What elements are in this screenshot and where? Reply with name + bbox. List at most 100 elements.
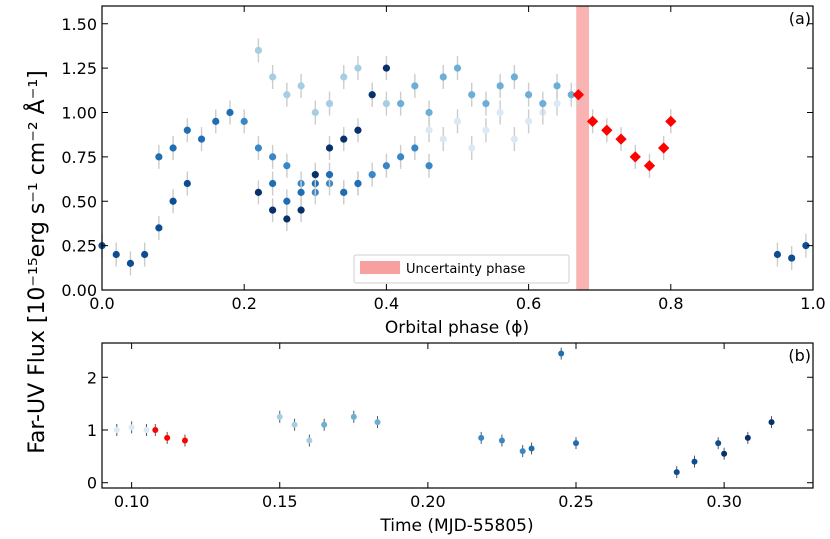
data-point [528, 445, 535, 452]
data-point [773, 250, 782, 259]
y-tick-label: 1 [87, 421, 97, 440]
data-point [374, 419, 381, 426]
data-point [113, 427, 120, 433]
data-point [478, 434, 485, 441]
data-point [643, 160, 656, 172]
data-point [573, 440, 579, 447]
data-point [197, 135, 206, 143]
data-point [382, 162, 390, 170]
data-point [519, 448, 526, 455]
y-tick-label: 1.50 [61, 15, 97, 34]
data-point [143, 427, 150, 433]
x-tick-label: 0.2 [231, 294, 256, 313]
data-point [350, 413, 357, 420]
y-tick-label: 1.25 [61, 59, 97, 78]
data-point [425, 108, 433, 117]
y-tick-label: 0.75 [61, 148, 97, 167]
data-point [354, 126, 362, 134]
data-point [164, 434, 171, 441]
data-point [183, 126, 191, 134]
data-point [354, 64, 362, 72]
data-point [496, 108, 504, 117]
data-point [368, 91, 376, 99]
data-point [325, 171, 334, 179]
panel-a-xlabel: Orbital phase (ϕ) [385, 318, 529, 338]
data-point [297, 188, 305, 196]
panel-b: 0.10 0.15 0.20 0.25 0.30 0 1 2 (b) Time (MJD-5… [87, 342, 814, 536]
data-point [269, 179, 277, 188]
x-tick-label: 0.4 [374, 294, 399, 313]
data-point [269, 153, 277, 161]
data-point [539, 100, 547, 108]
data-point [498, 437, 505, 444]
data-point [112, 250, 120, 259]
data-point [368, 171, 376, 179]
data-point [601, 124, 613, 136]
legend-swatch [360, 261, 400, 274]
data-point [425, 162, 433, 170]
y-tick-label: 0.25 [61, 237, 97, 256]
data-point [468, 144, 476, 152]
data-point [321, 421, 328, 428]
data-point [291, 421, 298, 428]
data-point [715, 440, 722, 447]
data-point [411, 144, 419, 152]
data-point [397, 100, 405, 108]
y-tick-label: 1.00 [61, 104, 97, 123]
data-point [382, 64, 390, 72]
data-point [325, 100, 334, 108]
data-point [297, 82, 305, 90]
data-point [169, 197, 177, 205]
data-point [553, 100, 561, 108]
x-tick-label: 0.30 [706, 492, 742, 511]
data-point [802, 242, 810, 250]
data-point [340, 73, 348, 81]
data-point [788, 254, 796, 262]
data-point [169, 144, 177, 152]
data-point [126, 259, 135, 267]
data-point [496, 82, 504, 90]
panel-a-xticks: 0.0 0.2 0.4 0.6 0.8 1.0 [89, 6, 826, 313]
data-point [283, 91, 291, 99]
data-point [468, 91, 476, 99]
data-point [439, 135, 447, 143]
data-point [183, 179, 191, 188]
data-point [155, 224, 163, 232]
panel-a-tag: (a) [789, 9, 811, 28]
data-point [425, 126, 433, 134]
data-point [453, 117, 462, 125]
data-point [254, 46, 263, 54]
data-point [525, 117, 533, 125]
x-tick-label: 0.6 [516, 294, 541, 313]
data-point [665, 115, 677, 128]
data-point [397, 153, 405, 161]
data-point [382, 100, 390, 108]
data-point [269, 206, 277, 214]
panel-b-frame [101, 342, 814, 489]
x-tick-label: 1.0 [800, 294, 825, 313]
data-point [340, 188, 348, 196]
y-tick-label: 0 [87, 474, 97, 493]
data-point [768, 419, 775, 426]
x-tick-label: 0.8 [658, 294, 683, 313]
data-point [128, 424, 135, 431]
data-point [721, 450, 728, 457]
data-point [155, 153, 163, 161]
panel-a-yticks: 0.00 0.25 0.50 0.75 1.00 1.25 1.50 [61, 15, 813, 300]
data-point [525, 91, 533, 99]
data-point [615, 133, 627, 145]
x-tick-label: 0.25 [558, 492, 594, 511]
data-point [141, 250, 149, 259]
legend-box [353, 254, 570, 284]
data-point [482, 126, 490, 134]
y-tick-label: 0.00 [61, 281, 97, 300]
panel-b-xlabel: Time (MJD-55805) [379, 516, 533, 536]
x-tick-label: 0.15 [262, 492, 298, 511]
x-tick-label: 0.20 [410, 492, 446, 511]
data-point [311, 171, 319, 179]
panel-b-yticks: 0 1 2 [87, 368, 813, 493]
data-point [453, 64, 462, 72]
panel-b-points [113, 347, 775, 479]
y-tick-label: 0.50 [61, 192, 97, 211]
